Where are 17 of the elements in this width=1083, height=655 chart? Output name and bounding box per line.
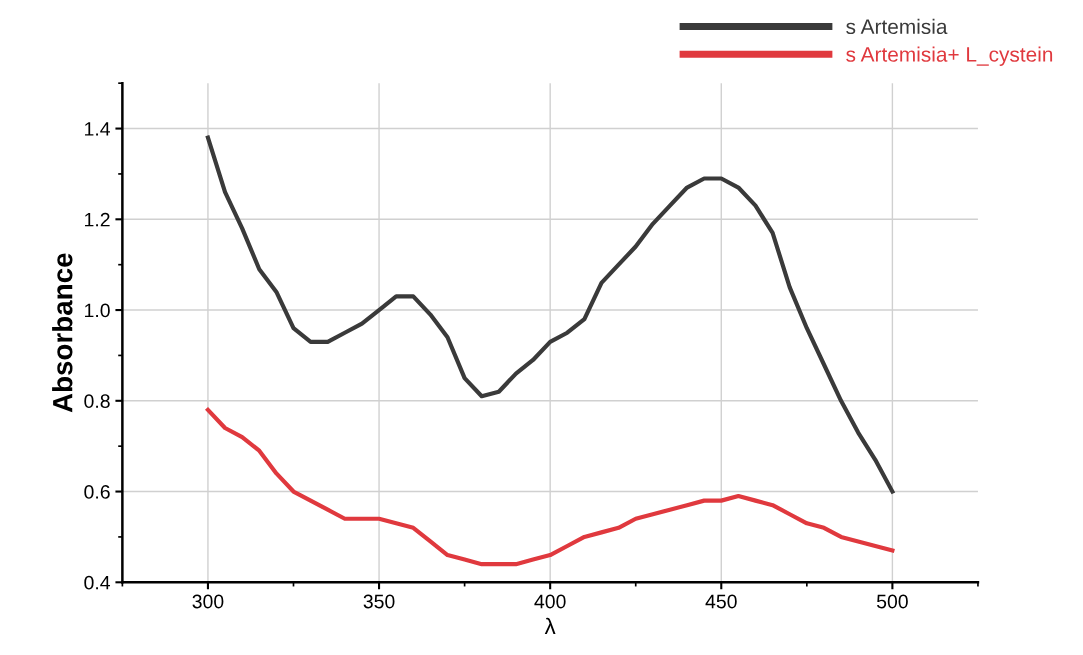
x-tick-label: 500 <box>876 594 908 609</box>
line-series <box>205 135 895 494</box>
x-tick-label: 350 <box>363 594 395 609</box>
y-tick-label: 0.8 <box>84 394 110 409</box>
y-tick-label: 1.2 <box>85 212 110 227</box>
text: s Artemisia <box>846 18 948 35</box>
y-tick-label: 0.6 <box>84 485 110 499</box>
line-series <box>205 407 895 567</box>
y-tick-label: 0.4 <box>84 575 111 590</box>
x-tick-label: 300 <box>192 594 224 609</box>
text: s Artemisia+ L_cystein <box>846 46 1053 66</box>
y-axis-title: Absorbance <box>52 253 73 413</box>
y-tick-label: 1.4 <box>85 122 111 136</box>
x-tick-label: 450 <box>705 594 737 609</box>
x-axis-title: λ <box>544 617 556 634</box>
x-tick-label: 400 <box>534 594 566 609</box>
y-tick-label: 1.0 <box>85 303 110 318</box>
